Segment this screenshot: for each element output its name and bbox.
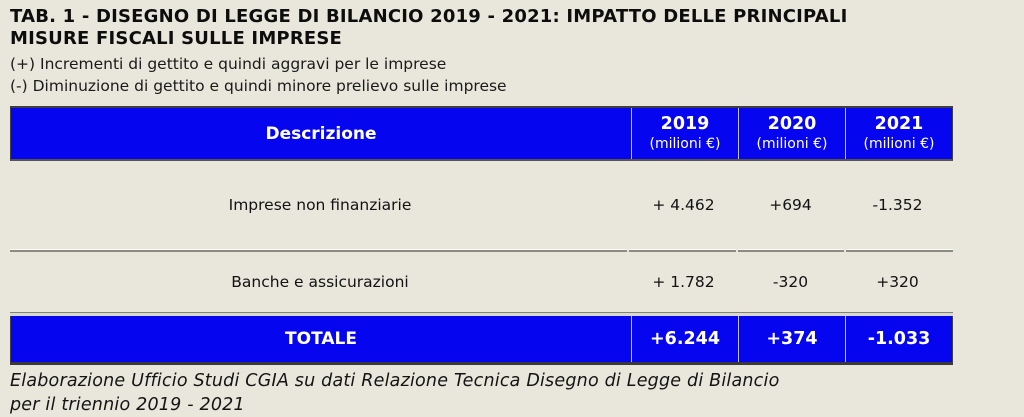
fiscal-impact-table: Descrizione 2019 (milioni €) 2020 (milio… bbox=[10, 106, 953, 365]
source-note: Elaborazione Ufficio Studi CGIA su dati … bbox=[10, 369, 1014, 417]
row-label: Imprese non finanziarie bbox=[228, 196, 412, 214]
total-row-top-band bbox=[10, 312, 953, 316]
row-separator bbox=[10, 249, 953, 252]
total-label: TOTALE bbox=[285, 329, 357, 349]
unit-label-2021: (milioni €) bbox=[863, 136, 935, 152]
total-cell-2021: -1.033 bbox=[845, 316, 952, 362]
separator-segment bbox=[629, 249, 736, 252]
separator-segment bbox=[10, 249, 628, 252]
header-cell-description: Descrizione bbox=[265, 123, 377, 144]
table-row-banche-e-assicurazioni: Banche e assicurazioni + 1.782 -320 +320 bbox=[10, 252, 953, 312]
table-header-row: Descrizione 2019 (milioni €) 2020 (milio… bbox=[10, 106, 953, 161]
cell-2019: + 1.782 bbox=[652, 273, 715, 291]
total-cell-2019: +6.244 bbox=[631, 316, 738, 362]
source-line-2: per il triennio 2019 - 2021 bbox=[10, 395, 245, 415]
separator-segment bbox=[737, 249, 845, 252]
legend-minus-line: (-) Diminuzione di gettito e quindi mino… bbox=[10, 77, 507, 95]
header-cell-2021: 2021 (milioni €) bbox=[845, 108, 952, 159]
cell-2019: + 4.462 bbox=[652, 196, 715, 214]
table-row-imprese-non-finanziarie: Imprese non finanziarie + 4.462 +694 -1.… bbox=[10, 161, 953, 249]
legend-plus-line: (+) Incrementi di gettito e quindi aggra… bbox=[10, 55, 447, 73]
table-row-totale: TOTALE +6.244 +374 -1.033 bbox=[10, 316, 953, 365]
row-label: Banche e assicurazioni bbox=[231, 273, 409, 291]
total-cell-2020: +374 bbox=[738, 316, 845, 362]
unit-label-2020: (milioni €) bbox=[756, 136, 828, 152]
header-cell-2020: 2020 (milioni €) bbox=[738, 108, 845, 159]
title-line-1: TAB. 1 - DISEGNO DI LEGGE DI BILANCIO 20… bbox=[10, 6, 848, 27]
legend: (+) Incrementi di gettito e quindi aggra… bbox=[10, 53, 1014, 97]
cell-2020: -320 bbox=[772, 273, 809, 291]
cell-2020: +694 bbox=[769, 196, 812, 214]
cell-2021: -1.352 bbox=[872, 196, 923, 214]
year-label-2020: 2020 bbox=[767, 114, 817, 134]
separator-segment bbox=[846, 249, 953, 252]
header-cell-2019: 2019 (milioni €) bbox=[631, 108, 738, 159]
year-label-2019: 2019 bbox=[660, 114, 710, 134]
year-label-2021: 2021 bbox=[874, 114, 924, 134]
table-title: TAB. 1 - DISEGNO DI LEGGE DI BILANCIO 20… bbox=[10, 6, 1014, 50]
title-line-2: MISURE FISCALI SULLE IMPRESE bbox=[10, 28, 343, 49]
cell-2021: +320 bbox=[876, 273, 919, 291]
unit-label-2019: (milioni €) bbox=[649, 136, 721, 152]
source-line-1: Elaborazione Ufficio Studi CGIA su dati … bbox=[10, 371, 780, 391]
